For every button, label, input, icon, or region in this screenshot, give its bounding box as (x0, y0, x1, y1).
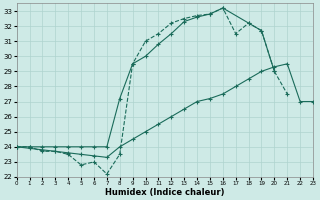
X-axis label: Humidex (Indice chaleur): Humidex (Indice chaleur) (105, 188, 225, 197)
